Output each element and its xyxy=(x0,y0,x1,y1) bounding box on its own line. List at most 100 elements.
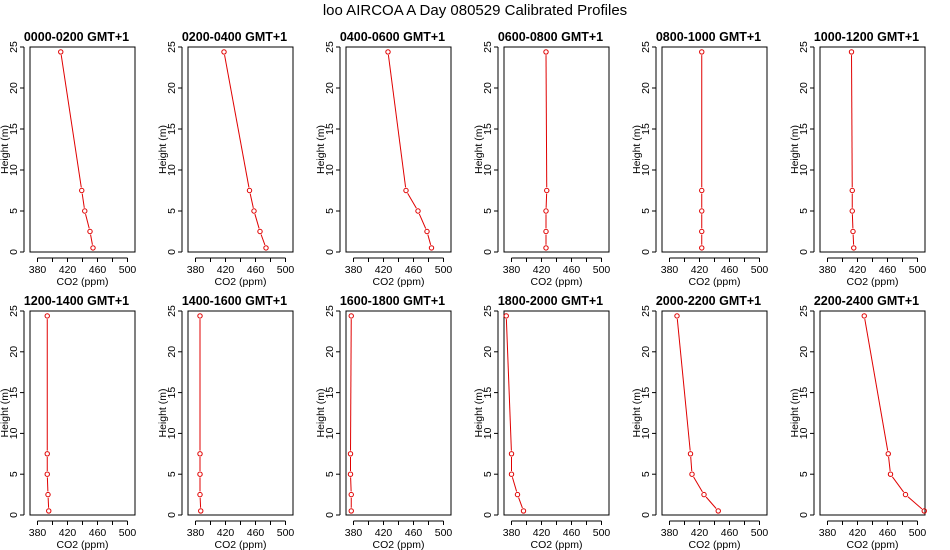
x-tick-label: 380 xyxy=(345,527,363,539)
series-segment xyxy=(511,477,518,492)
x-tick-label: 420 xyxy=(217,264,235,276)
plot-frame xyxy=(187,310,294,516)
y-tick-label: 20 xyxy=(482,82,494,94)
y-tick-label: 20 xyxy=(798,82,810,94)
y-tick-label: 5 xyxy=(166,208,178,214)
plot-frame xyxy=(345,46,452,253)
data-point xyxy=(428,245,435,251)
y-tick-label: 25 xyxy=(798,305,810,317)
y-tick-label: 10 xyxy=(482,164,494,176)
data-point xyxy=(848,49,855,55)
x-tick-label: 460 xyxy=(721,264,739,276)
y-tick-label: 0 xyxy=(324,249,336,255)
x-tick-label: 380 xyxy=(819,264,837,276)
y-axis-label: Height (m) xyxy=(789,125,801,174)
x-tick-label: 500 xyxy=(751,264,769,276)
y-tick-label: 10 xyxy=(8,427,20,439)
x-tick-label: 460 xyxy=(247,264,265,276)
x-tick-label: 420 xyxy=(849,264,867,276)
x-tick-label: 380 xyxy=(29,264,47,276)
data-point xyxy=(902,491,909,498)
y-tick-label: 20 xyxy=(324,346,336,358)
y-tick-label: 25 xyxy=(482,305,494,317)
plot-frame xyxy=(503,310,610,516)
data-point xyxy=(197,313,203,319)
plot-frame xyxy=(819,310,926,516)
plot-frame xyxy=(345,310,452,516)
y-axis-label: Height (m) xyxy=(789,388,801,437)
data-point xyxy=(849,208,855,214)
y-tick-label: 25 xyxy=(8,41,20,53)
y-axis-label: Height (m) xyxy=(473,388,485,437)
data-point xyxy=(82,208,88,214)
x-tick-label: 460 xyxy=(405,264,423,276)
y-tick-label: 20 xyxy=(482,346,494,358)
panel-title: 0800-1000 GMT+1 xyxy=(656,30,761,44)
series-segment xyxy=(518,497,523,509)
series-segment xyxy=(350,319,352,451)
x-tick-label: 380 xyxy=(503,527,521,539)
y-tick-label: 10 xyxy=(482,427,494,439)
data-point xyxy=(263,245,269,251)
series-segment xyxy=(693,476,703,493)
x-tick-label: 380 xyxy=(661,264,679,276)
y-tick-label: 0 xyxy=(8,249,20,255)
series-segment xyxy=(864,318,889,451)
x-tick-label: 460 xyxy=(879,527,897,539)
y-tick-label: 0 xyxy=(798,249,810,255)
x-axis-label: CO2 (ppm) xyxy=(373,276,425,288)
x-tick-label: 460 xyxy=(89,264,107,276)
y-axis-label: Height (m) xyxy=(631,125,643,174)
x-tick-label: 380 xyxy=(345,264,363,276)
series-segment xyxy=(851,55,853,188)
data-point xyxy=(543,49,549,55)
plot-frame xyxy=(187,46,294,253)
data-point xyxy=(543,228,549,235)
data-point xyxy=(348,313,354,319)
series-segment xyxy=(81,193,85,208)
x-tick-label: 500 xyxy=(751,527,769,539)
series-segment xyxy=(891,476,905,493)
x-axis-label: CO2 (ppm) xyxy=(531,539,583,550)
figure-title: loo AIRCOA A Day 080529 Calibrated Profi… xyxy=(322,2,628,19)
data-point xyxy=(543,208,549,214)
x-tick-label: 460 xyxy=(563,527,581,539)
x-tick-label: 420 xyxy=(849,527,867,539)
series-segment xyxy=(427,234,432,245)
chart-panel: 0400-0600 GMT+1 380 420 460 500 CO2 (ppm) 0 5 10… xyxy=(315,30,452,288)
data-point xyxy=(385,49,391,55)
y-tick-label: 25 xyxy=(640,305,652,317)
x-axis-label: CO2 (ppm) xyxy=(57,539,109,550)
data-point xyxy=(701,491,707,498)
y-tick-label: 15 xyxy=(640,387,652,399)
y-tick-label: 0 xyxy=(8,512,20,518)
data-point xyxy=(44,451,50,457)
x-tick-label: 420 xyxy=(375,264,393,276)
y-tick-label: 0 xyxy=(482,249,494,255)
y-tick-label: 10 xyxy=(166,427,178,439)
y-tick-label: 10 xyxy=(640,427,652,439)
y-tick-label: 5 xyxy=(798,471,810,477)
data-point xyxy=(197,471,203,477)
plot-frame xyxy=(661,46,768,253)
x-tick-label: 500 xyxy=(593,527,611,539)
x-axis-label: CO2 (ppm) xyxy=(215,276,267,288)
y-tick-label: 25 xyxy=(8,305,20,317)
series-segment xyxy=(505,319,512,451)
data-point xyxy=(347,471,354,477)
y-tick-label: 0 xyxy=(640,249,652,255)
panel-title: 1600-1800 GMT+1 xyxy=(340,294,445,308)
chart-panel: 0600-0800 GMT+1 380 420 460 500 CO2 (ppm) 0 5 10… xyxy=(473,30,610,288)
y-tick-label: 15 xyxy=(482,123,494,135)
y-tick-label: 20 xyxy=(640,346,652,358)
y-axis-label: Height (m) xyxy=(157,388,169,437)
y-tick-label: 5 xyxy=(324,208,336,214)
data-point xyxy=(861,313,867,319)
data-point xyxy=(79,187,85,194)
y-tick-label: 10 xyxy=(798,427,810,439)
x-tick-label: 380 xyxy=(187,527,205,539)
y-tick-label: 20 xyxy=(324,82,336,94)
y-tick-label: 5 xyxy=(324,471,336,477)
panel-title: 1400-1600 GMT+1 xyxy=(182,294,287,308)
y-tick-label: 10 xyxy=(798,164,810,176)
